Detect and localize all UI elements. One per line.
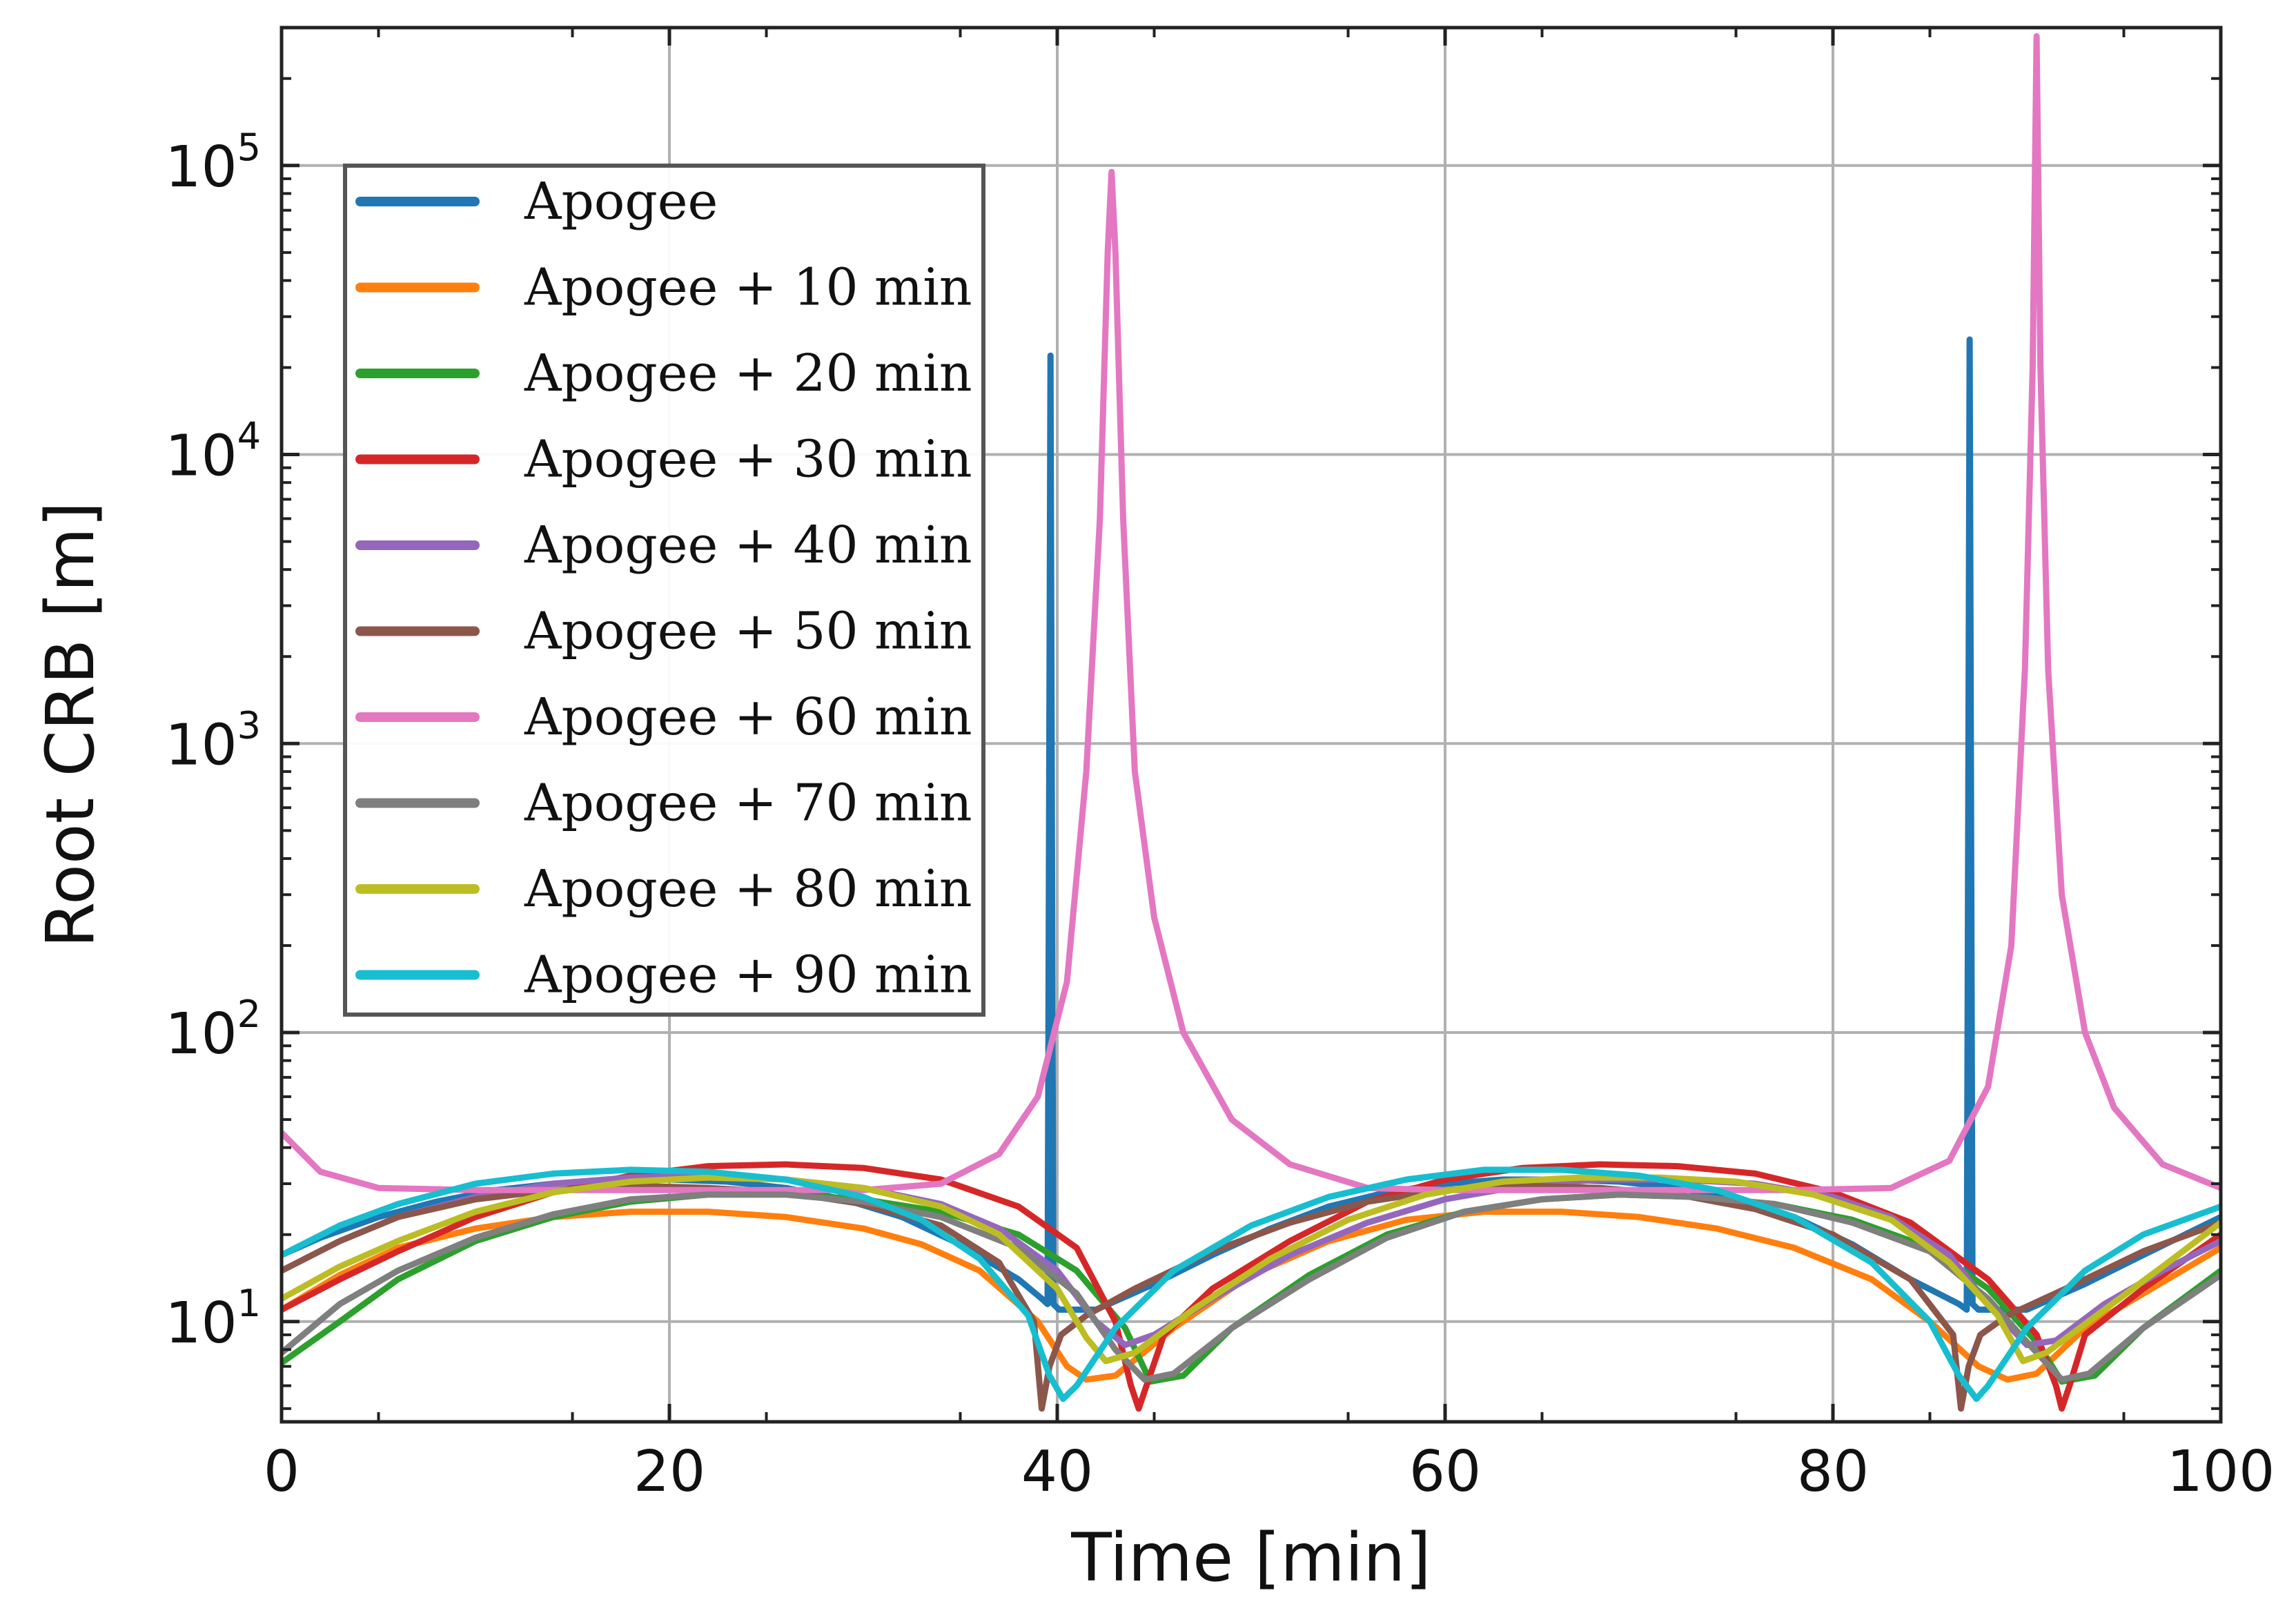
y-tick-label-base: 10 [165,135,237,200]
legend-label-4: Apogee + 40 min [524,516,972,575]
x-tick-labels: 0 20 40 60 80 100 [264,1439,2275,1505]
legend-label-6: Apogee + 60 min [524,687,972,747]
y-tick-label: 105 [165,126,261,200]
legend-label-1: Apogee + 10 min [524,258,972,317]
plot-frame [279,26,2223,1424]
series-line-9 [282,1166,2221,1402]
legend-label-0: Apogee [524,172,718,231]
y-tick-label-exponent: 5 [237,126,261,169]
y-tick-label-base: 10 [165,712,237,778]
y-tick-label-exponent: 4 [237,415,261,458]
y-tick-label-exponent: 2 [237,993,261,1036]
legend-box [343,164,985,1017]
legend-label-7: Apogee + 70 min [524,774,972,833]
legend-label-5: Apogee + 50 min [524,602,972,661]
legend-label-8: Apogee + 80 min [524,859,972,919]
y-axis-title: Root CRB [m] [32,502,109,948]
legend: Apogee Apogee + 10 min Apogee + 20 min Apog… [343,164,985,1017]
series-line-8 [282,1174,2221,1365]
series-group [282,33,2221,1412]
tick-marks [279,26,2223,1422]
y-tick-label-exponent: 1 [237,1282,261,1325]
y-tick-label-exponent: 3 [237,703,261,747]
legend-items: Apogee Apogee + 10 min Apogee + 20 min Apog… [355,172,972,1005]
x-tick-label: 40 [1021,1439,1093,1505]
y-tick-label-base: 10 [165,424,237,489]
x-tick-label: 100 [2167,1439,2275,1505]
y-tick-label-base: 10 [165,1291,237,1356]
legend-label-9: Apogee + 90 min [524,946,972,1005]
x-tick-label: 80 [1797,1439,1869,1505]
x-tick-label: 60 [1409,1439,1481,1505]
y-tick-label: 103 [165,703,261,778]
legend-label-2: Apogee + 20 min [524,344,972,403]
y-tick-label: 101 [165,1282,261,1356]
y-tick-label-base: 10 [165,1001,237,1067]
y-tick-label: 102 [165,993,261,1067]
x-tick-label: 20 [634,1439,705,1505]
series-line-7 [282,1191,2221,1383]
legend-label-3: Apogee + 30 min [524,430,972,489]
x-axis-title: Time [min] [1070,1519,1431,1596]
x-tick-label: 0 [264,1439,300,1505]
series-lines [282,33,2221,1412]
series-line-6 [282,33,2221,1193]
y-tick-label: 104 [165,415,261,489]
